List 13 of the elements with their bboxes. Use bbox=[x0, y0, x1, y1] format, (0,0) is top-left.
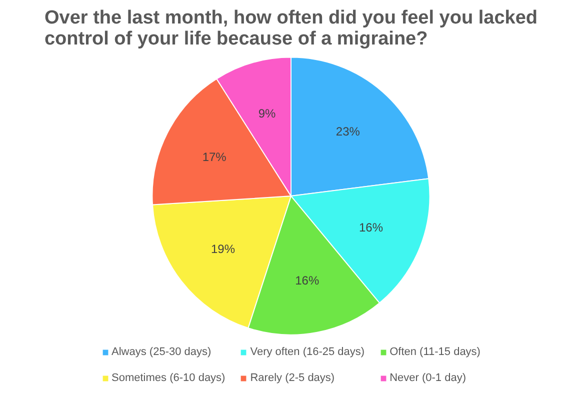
data-label: 16% bbox=[358, 220, 384, 235]
data-label: 17% bbox=[202, 150, 227, 164]
data-label: 19% bbox=[211, 242, 236, 256]
data-label: 9% bbox=[258, 106, 276, 120]
legend-label: Always (25-30 days) bbox=[112, 346, 212, 358]
legend-label: Very often (16-25 days) bbox=[250, 346, 365, 358]
chart-title: Over the last month, how often did you feel you lacked control of your life because of a migraine? bbox=[44, 8, 538, 50]
legend-label: Often (11-15 days) bbox=[390, 346, 480, 358]
legend-label: Never (0-1 day) bbox=[390, 372, 466, 384]
legend-label: Sometimes (6-10 days) bbox=[112, 372, 226, 384]
data-label: 23% bbox=[336, 124, 360, 139]
data-label: 16% bbox=[295, 274, 320, 288]
legend-label: Rarely (2-5 days) bbox=[250, 372, 335, 384]
